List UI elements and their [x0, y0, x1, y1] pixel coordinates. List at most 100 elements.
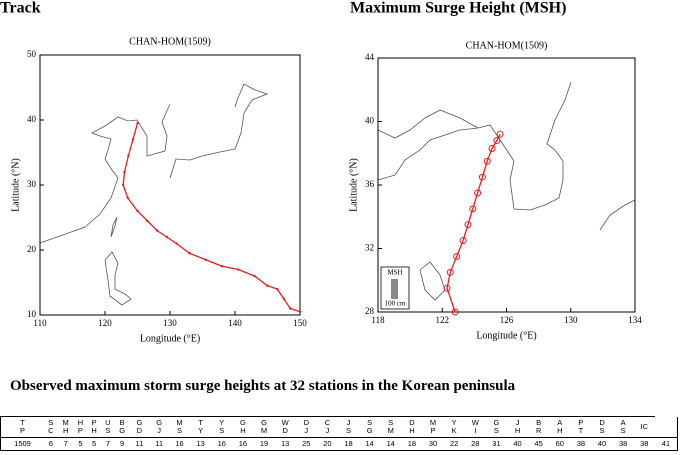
header-cell: W D [274, 416, 296, 438]
track-point [165, 235, 168, 239]
table-title: Observed maximum storm surge heights at … [10, 378, 516, 394]
header-cell: G M [253, 416, 275, 438]
header-cell: P H [87, 416, 101, 438]
y-tick-label: 32 [365, 243, 374, 253]
track-point [451, 308, 459, 316]
header-cell: G H [232, 416, 254, 438]
track-point [276, 287, 279, 291]
track-point [478, 173, 486, 181]
y-tick-label: 28 [365, 306, 375, 316]
x-axis-label: Longitude (°E) [476, 330, 536, 341]
y-tick-label: 36 [365, 179, 375, 189]
track-point [146, 219, 149, 222]
map-subtitle: CHAN-HOM(1509) [129, 36, 211, 47]
track-point [127, 154, 130, 157]
header-cell: T Y [190, 416, 212, 438]
x-tick-label: 118 [371, 315, 385, 325]
header-cell: S C [44, 416, 58, 438]
track-point [483, 157, 491, 165]
track-point [155, 229, 159, 232]
data-cell: 38 [612, 437, 634, 451]
legend-scale-bar [391, 279, 398, 299]
x-tick-label: 130 [163, 318, 177, 328]
coastline-left [39, 83, 269, 306]
track-point [464, 221, 472, 229]
data-cell: 11 [149, 437, 169, 451]
y-tick-label: 40 [27, 114, 37, 124]
y-tick-label: 20 [27, 244, 37, 254]
legend-scale: 100 cm [385, 300, 406, 308]
header-cell: U S [101, 416, 115, 438]
data-cell: 1509 [0, 437, 45, 451]
track-point [136, 122, 139, 125]
x-tick-label: 120 [98, 318, 112, 328]
x-tick-label: 134 [628, 315, 642, 325]
track-point [459, 237, 467, 245]
data-cell: 60 [549, 437, 571, 451]
data-cell: 7 [57, 437, 74, 451]
header-cell: W I [464, 416, 486, 438]
header-cell: D S [591, 416, 613, 438]
data-cell: 11 [129, 437, 150, 451]
data-cell: 16 [211, 437, 233, 451]
y-axis-label: Latitude (°N) [10, 158, 21, 212]
data-cell: 38 [633, 437, 655, 451]
x-tick-label: 150 [293, 318, 307, 328]
header-cell: G J [149, 416, 169, 438]
data-cell: 13 [190, 437, 212, 451]
track-point [122, 183, 125, 187]
track-point [446, 268, 454, 276]
header-cell: A S [612, 416, 634, 438]
data-cell: 18 [337, 437, 360, 451]
data-cell: 41 [654, 437, 678, 451]
x-tick-label: 130 [564, 315, 578, 325]
track-point [126, 196, 129, 200]
header-cell: C J [316, 416, 338, 438]
track-point [266, 284, 269, 287]
data-cell: 22 [443, 437, 465, 451]
header-cell: M S [168, 416, 191, 438]
y-axis-label: Latitude (°N) [348, 158, 359, 212]
map-frame [377, 57, 636, 313]
track-point [488, 144, 496, 152]
data-cell: 16 [168, 437, 191, 451]
data-cell: 7 [101, 437, 115, 451]
header-cell: G S [485, 416, 507, 438]
track-point [220, 265, 224, 268]
header-cell: H P [73, 416, 88, 438]
data-cell: 38 [570, 437, 592, 451]
y-tick-label: 40 [365, 116, 375, 126]
data-cell: 14 [380, 437, 402, 451]
data-cell: 45 [528, 437, 550, 451]
track-point [123, 170, 126, 174]
x-tick-label: 122 [436, 315, 450, 325]
track-point [237, 268, 240, 271]
x-tick-label: 140 [228, 318, 242, 328]
data-cell: 18 [401, 437, 423, 451]
y-tick-label: 50 [27, 49, 37, 59]
track-point [175, 242, 178, 245]
header-cell: T P [0, 416, 45, 438]
data-row: 1509 6 7 5 5 7 9 11 11 16 13 16 16 19 13 25 20 18 14 14 18 30… [0, 437, 678, 451]
header-cell: S M [380, 416, 402, 438]
data-cell: 16 [232, 437, 254, 451]
track-line [122, 123, 301, 313]
track-point [136, 209, 139, 213]
track-point [131, 138, 135, 141]
header-cell: A H [549, 416, 571, 438]
maps: Track CHAN-HOM(1509) 110 120 130 140 150 10 20 30… [0, 0, 642, 344]
data-cell: 30 [422, 437, 444, 451]
track-point [443, 284, 451, 292]
data-cell: 6 [44, 437, 58, 451]
header-cell: G D [129, 416, 150, 438]
track-point [204, 258, 207, 261]
header-cell: S G [359, 416, 381, 438]
coastline-right [377, 81, 636, 301]
y-tick-label: 10 [27, 309, 37, 319]
header-cell: Y K [443, 416, 465, 438]
header-cell: B R [528, 416, 550, 438]
header-cell: Y S [211, 416, 233, 438]
